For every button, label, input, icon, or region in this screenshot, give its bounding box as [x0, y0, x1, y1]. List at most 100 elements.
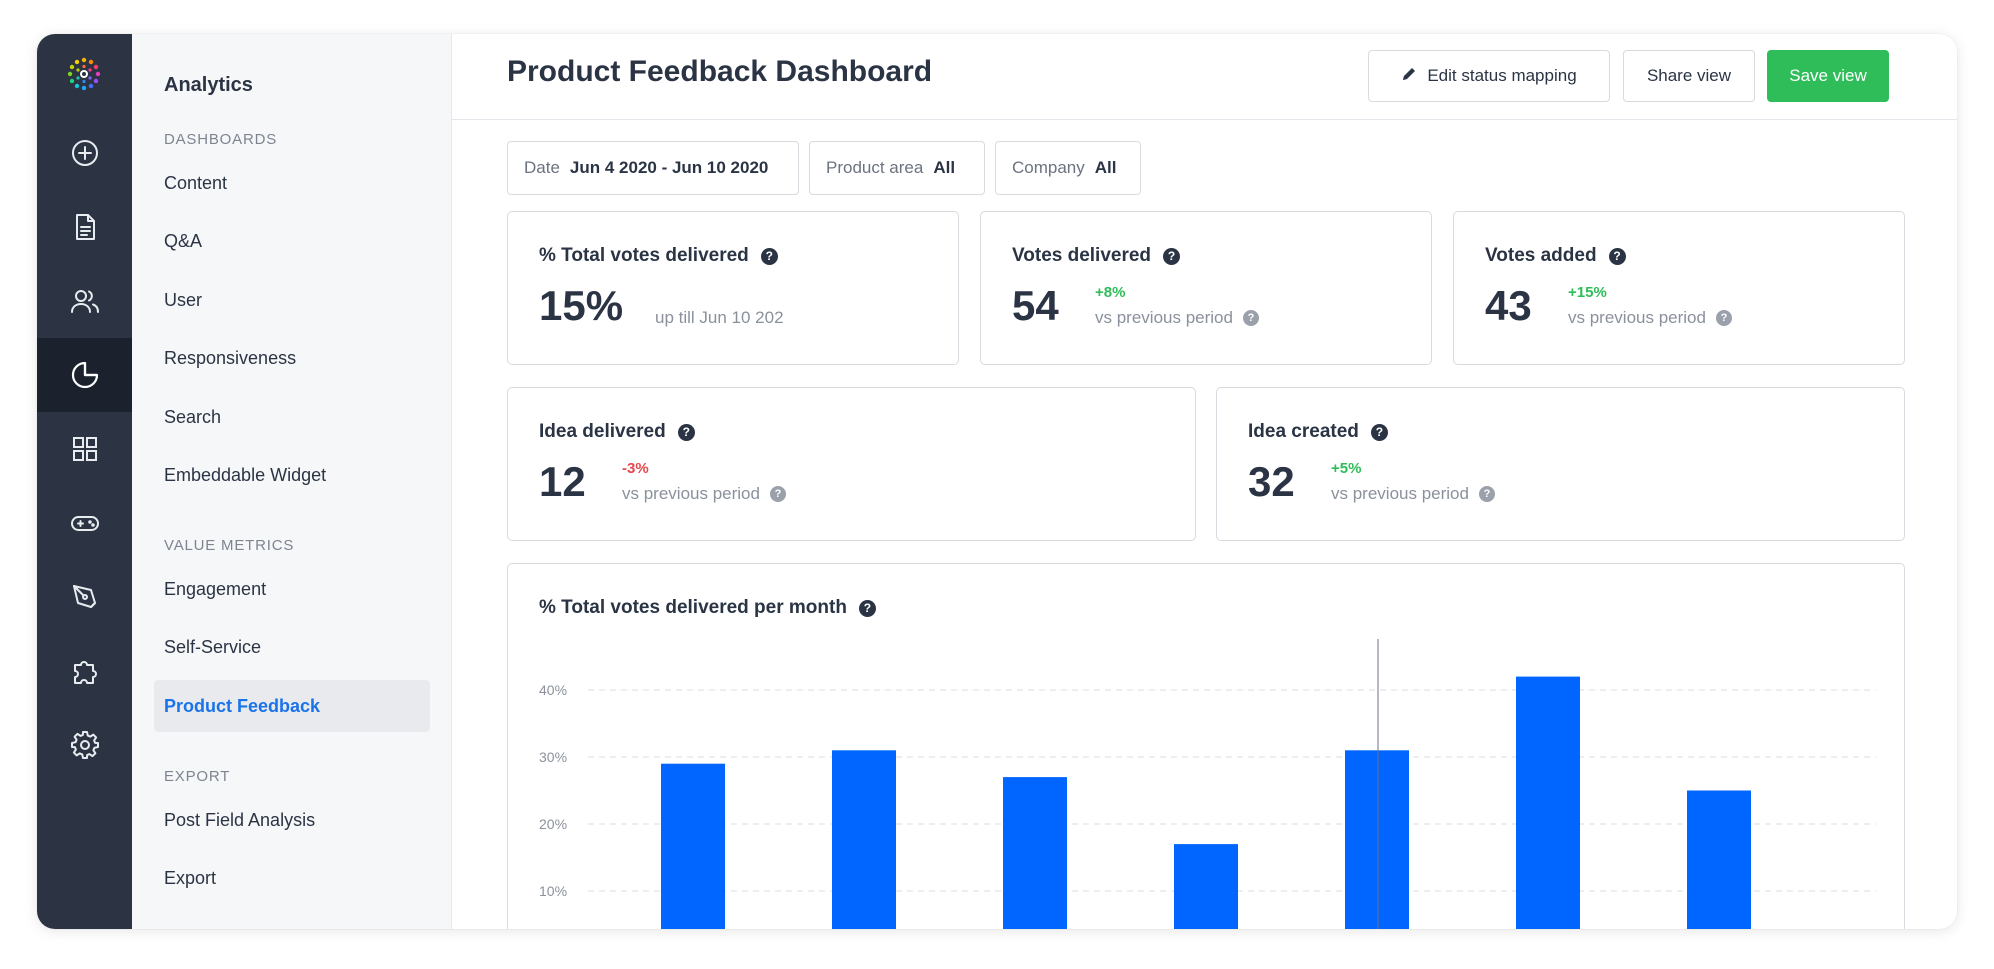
y-tick-label: 30% — [539, 749, 567, 765]
logo-icon[interactable] — [64, 54, 104, 94]
icon-rail — [37, 34, 132, 929]
metric-subtext: vs previous period ? — [1095, 308, 1259, 328]
sidebar-item-export[interactable]: Export — [164, 867, 217, 888]
metric-value: 15% — [539, 282, 624, 329]
metric-title-text: Idea created — [1248, 421, 1359, 442]
metric-title-text: % Total votes delivered — [539, 245, 749, 266]
date-filter-label: Date — [524, 158, 560, 177]
sidebar-item-user[interactable]: User — [164, 289, 203, 310]
company-filter[interactable]: Company All — [995, 141, 1141, 195]
sidebar-item-search[interactable]: Search — [164, 406, 222, 427]
y-tick-label: 10% — [539, 883, 567, 899]
metric-card-idea-created: Idea created ? 32 +5% vs previous period… — [1216, 387, 1905, 541]
bar-chart: 10% 20% 30% 40% — [539, 639, 1876, 930]
metric-title-text: Idea delivered — [539, 421, 666, 442]
metric-subtext: vs previous period ? — [622, 484, 786, 504]
puzzle-icon[interactable] — [37, 634, 132, 708]
metric-title: Votes added ? — [1485, 245, 1626, 267]
metric-subtext: vs previous period ? — [1568, 308, 1732, 328]
sidebar-item-post-field-analysis[interactable]: Post Field Analysis — [164, 809, 316, 830]
company-filter-label: Company — [1012, 158, 1085, 177]
chart-card: % Total votes delivered per month ? 10% 2… — [507, 563, 1905, 929]
metric-subtext-text: vs previous period — [1568, 308, 1706, 327]
company-filter-value: All — [1094, 158, 1117, 177]
help-icon[interactable]: ? — [858, 599, 876, 617]
main-content: Product Feedback Dashboard Edit status m… — [452, 34, 1957, 929]
y-tick-label: 40% — [539, 682, 567, 698]
sub-navigation: Analytics DASHBOARDS Content Q&A User Re… — [132, 34, 452, 929]
metric-card-idea-delivered: Idea delivered ? 12 -3% vs previous peri… — [507, 387, 1196, 541]
sidebar-item-product-feedback[interactable]: Product Feedback — [154, 680, 430, 732]
metric-title: Idea delivered ? — [539, 421, 695, 443]
help-icon[interactable]: ? — [1715, 310, 1732, 326]
chart-title-text: % Total votes delivered per month — [539, 597, 847, 618]
users-icon[interactable] — [37, 264, 132, 338]
grid-icon[interactable] — [37, 412, 132, 486]
metric-title: Votes delivered ? — [1012, 245, 1181, 267]
metric-change: -3% — [622, 460, 649, 477]
edit-status-mapping-button[interactable]: Edit status mapping — [1368, 50, 1610, 102]
help-icon[interactable]: ? — [1478, 486, 1495, 502]
help-icon[interactable]: ? — [760, 247, 778, 265]
sidebar-item-self-service[interactable]: Self-Service — [164, 636, 262, 657]
product-area-filter-label: Product area — [826, 158, 924, 177]
metric-value: 32 — [1248, 458, 1295, 505]
metric-subtext-text: vs previous period — [1095, 308, 1233, 327]
y-tick-label: 20% — [539, 816, 567, 832]
metric-card-votes-added: Votes added ? 43 +15% vs previous period… — [1453, 211, 1905, 365]
metric-card-votes-delivered: Votes delivered ? 54 +8% vs previous per… — [980, 211, 1432, 365]
date-filter-value: Jun 4 2020 - Jun 10 2020 — [569, 158, 769, 177]
sidebar-title: Analytics — [164, 74, 253, 96]
metric-value: 54 — [1012, 282, 1059, 329]
metric-change: +8% — [1095, 284, 1126, 301]
add-circle-icon[interactable] — [37, 116, 132, 190]
page-title: Product Feedback Dashboard — [507, 55, 933, 88]
page-header: Product Feedback Dashboard Edit status m… — [452, 34, 1957, 120]
bar-1[interactable] — [832, 750, 896, 929]
bar-6[interactable] — [1687, 790, 1751, 930]
pie-chart-icon[interactable] — [37, 338, 132, 412]
metric-subtext: up till Jun 10 202 — [655, 308, 784, 327]
help-icon[interactable]: ? — [1608, 247, 1626, 265]
save-view-button[interactable]: Save view — [1767, 50, 1889, 102]
help-icon[interactable]: ? — [1242, 310, 1259, 326]
help-icon[interactable]: ? — [1370, 423, 1388, 441]
metric-change: +5% — [1331, 460, 1362, 477]
metric-card-total-votes-delivered: % Total votes delivered ? 15% up till Ju… — [507, 211, 959, 365]
section-export: EXPORT — [164, 768, 231, 785]
metric-change: +15% — [1568, 284, 1607, 301]
metric-subtext-text: vs previous period — [1331, 484, 1469, 503]
help-icon[interactable]: ? — [769, 486, 786, 502]
document-icon[interactable] — [37, 190, 132, 264]
sidebar-item-engagement[interactable]: Engagement — [164, 578, 267, 599]
bar-4[interactable] — [1345, 750, 1409, 929]
metric-title-text: Votes delivered — [1012, 245, 1152, 266]
help-icon[interactable]: ? — [677, 423, 695, 441]
gear-icon[interactable] — [37, 708, 132, 782]
bar-2[interactable] — [1003, 777, 1067, 929]
section-dashboards: DASHBOARDS — [164, 131, 278, 148]
metric-subtext: vs previous period ? — [1331, 484, 1495, 504]
app-window: Analytics DASHBOARDS Content Q&A User Re… — [37, 34, 1957, 929]
sidebar-item-embeddable-widget[interactable]: Embeddable Widget — [164, 464, 327, 485]
pencil-icon — [1401, 66, 1417, 87]
share-view-button[interactable]: Share view — [1623, 50, 1755, 102]
bar-3[interactable] — [1174, 844, 1238, 929]
pen-tool-icon[interactable] — [37, 560, 132, 634]
bar-0[interactable] — [661, 763, 725, 929]
metric-value: 43 — [1485, 282, 1532, 329]
metric-title: % Total votes delivered ? — [539, 245, 778, 267]
chart-title: % Total votes delivered per month ? — [539, 597, 876, 619]
sidebar-item-qa[interactable]: Q&A — [164, 230, 203, 251]
metric-title: Idea created ? — [1248, 421, 1388, 443]
metric-value: 12 — [539, 458, 586, 505]
edit-status-mapping-label: Edit status mapping — [1427, 66, 1577, 85]
product-area-filter-value: All — [933, 158, 956, 177]
gamepad-icon[interactable] — [37, 486, 132, 560]
bar-5[interactable] — [1516, 676, 1580, 929]
product-area-filter[interactable]: Product area All — [809, 141, 985, 195]
help-icon[interactable]: ? — [1163, 247, 1181, 265]
date-filter[interactable]: Date Jun 4 2020 - Jun 10 2020 — [507, 141, 799, 195]
sidebar-item-responsiveness[interactable]: Responsiveness — [164, 347, 297, 368]
sidebar-item-content[interactable]: Content — [164, 172, 228, 193]
